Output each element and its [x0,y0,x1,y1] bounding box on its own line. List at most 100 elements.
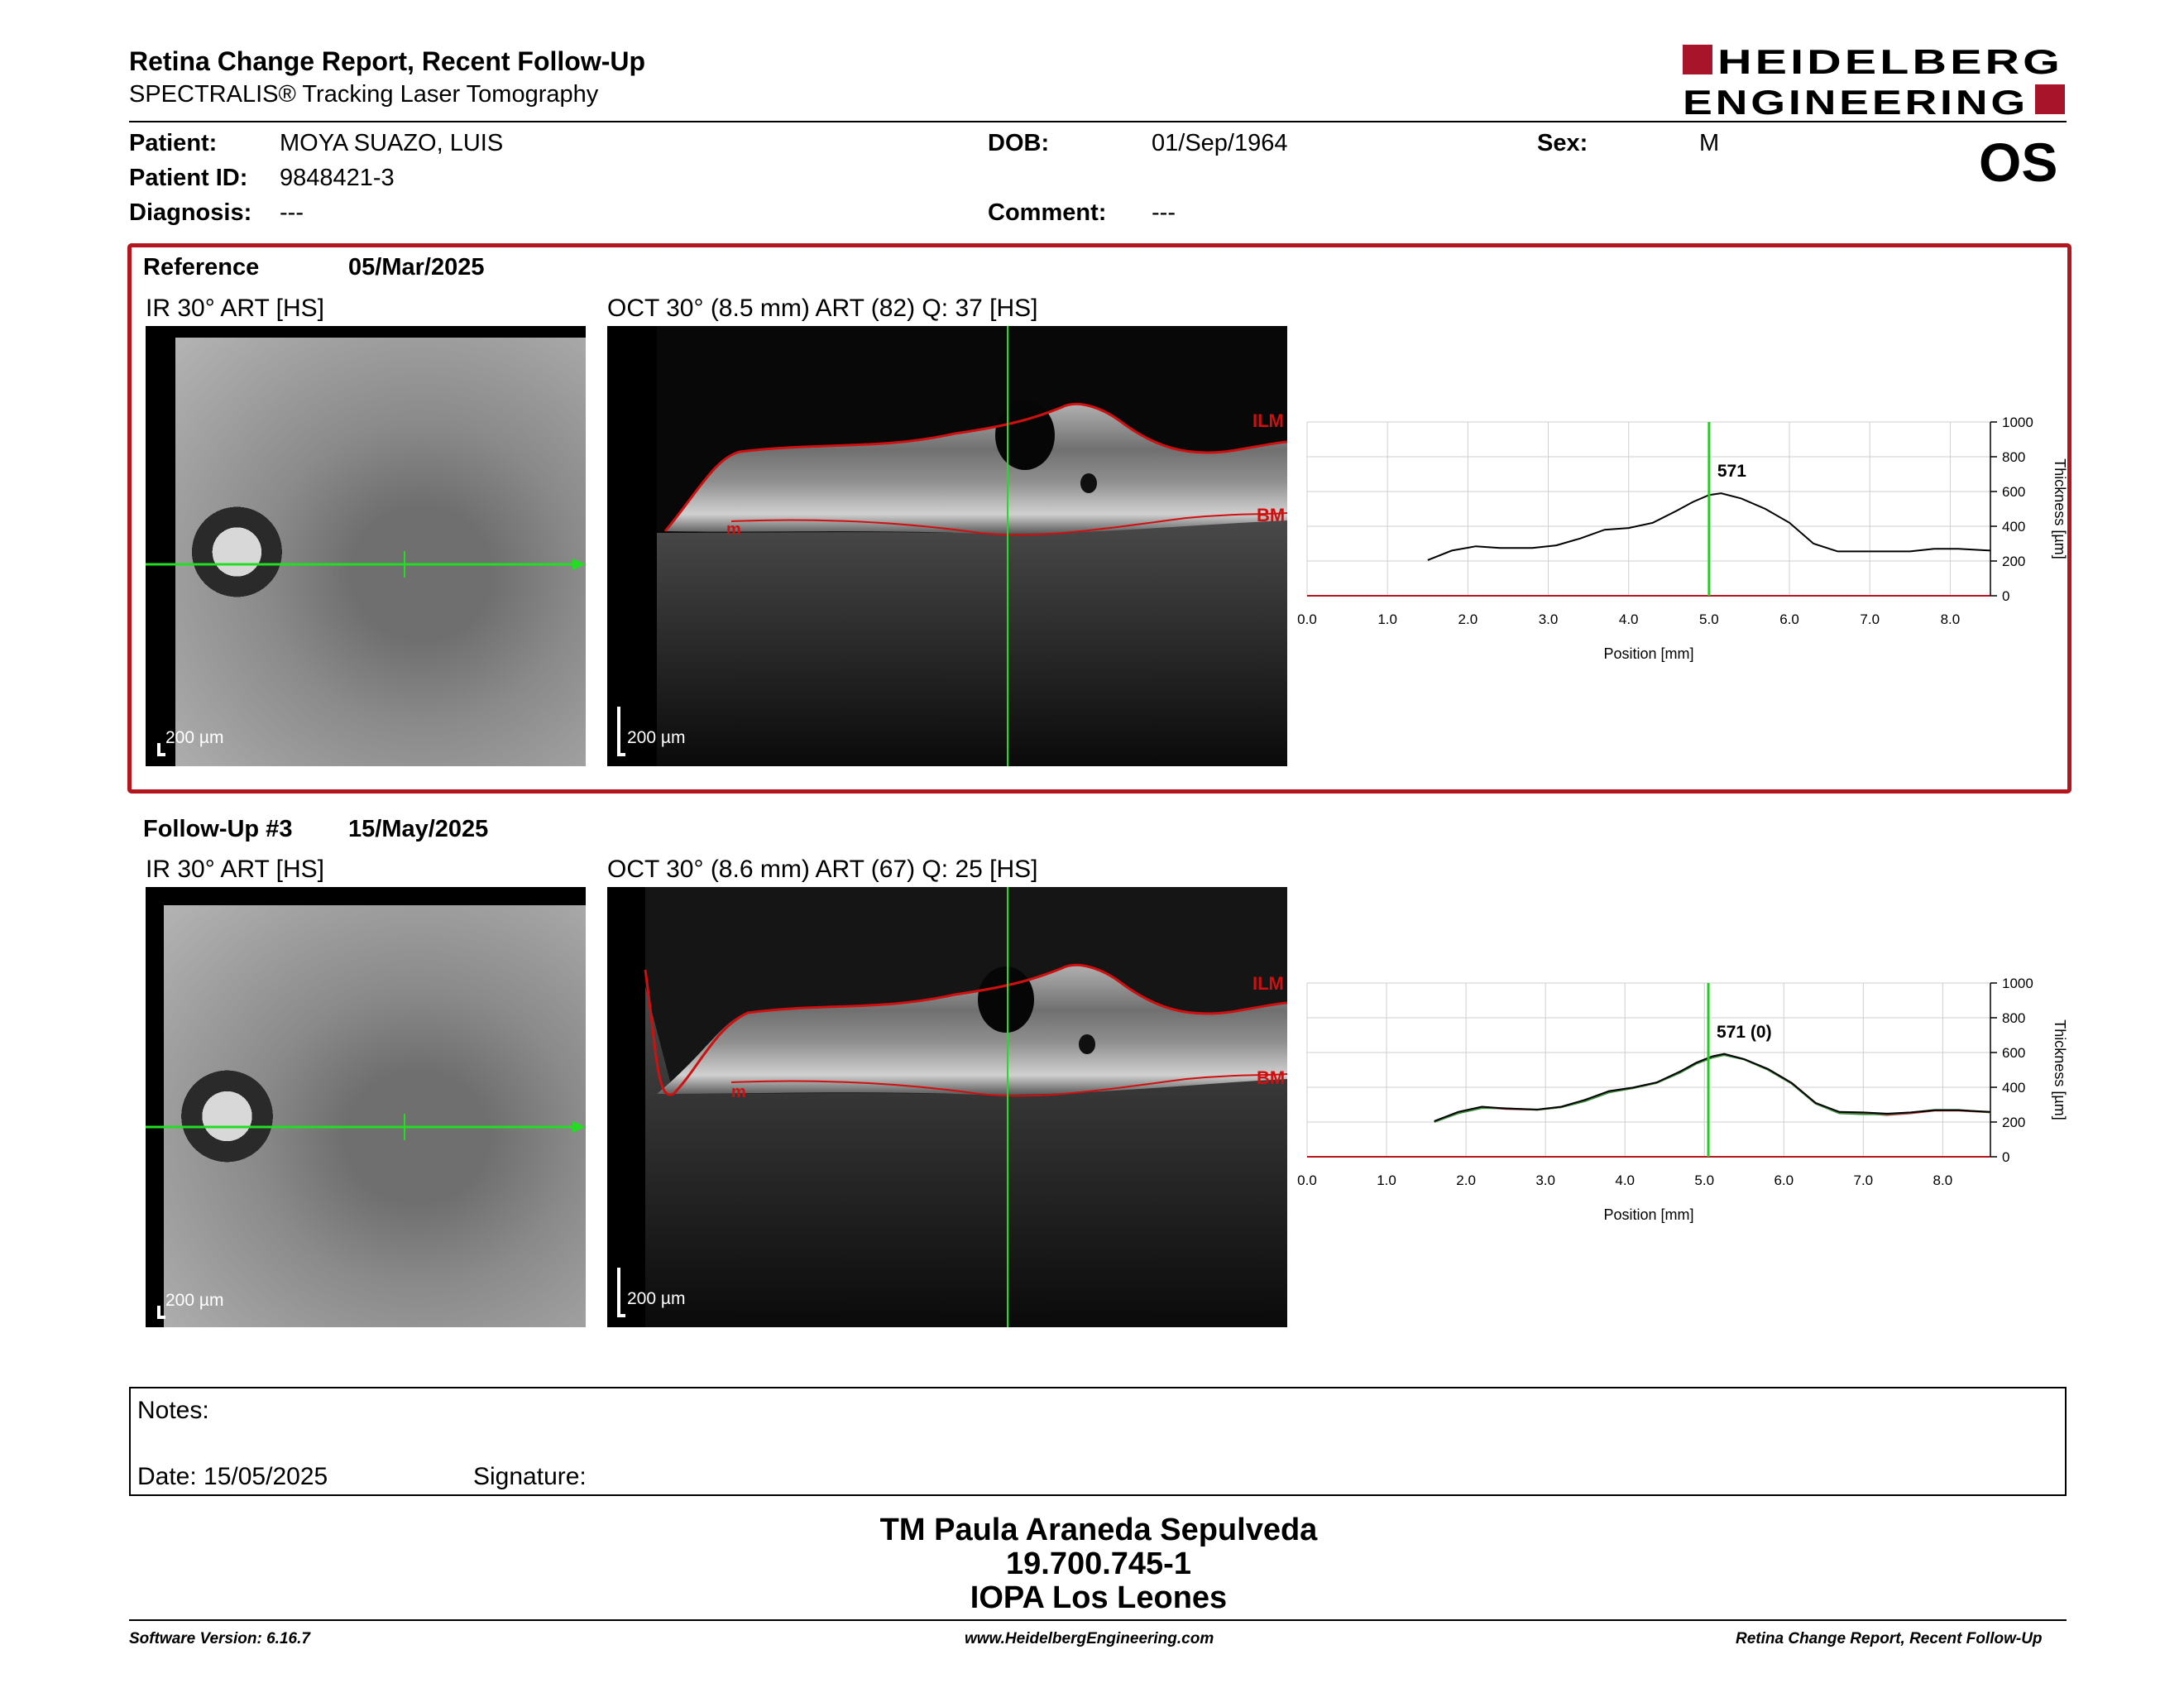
followup-oct-bscan: ILM BM m [644,887,1287,1327]
notes-signature-label: Signature: [473,1463,587,1490]
heidelberg-logo: HEIDELBERG ENGINEERING [1683,43,2065,117]
footer-report-name: Retina Change Report, Recent Follow-Up [1736,1630,2043,1647]
diagnosis-value: --- [280,199,304,226]
eye-indicator: OS [1979,132,2058,193]
followup-ir-scale-label: 200 µm [165,1291,224,1310]
reference-oct-scalebar [617,707,625,756]
x-tick-label: 4.0 [1619,611,1639,627]
report-subtitle: SPECTRALIS® Tracking Laser Tomography [129,81,599,108]
reference-oct-scale-label: 200 µm [627,728,686,747]
x-tick-label: 6.0 [1774,1172,1794,1188]
footer-url[interactable]: www.HeidelbergEngineering.com [965,1630,1214,1647]
dob-label: DOB: [988,130,1050,156]
followup-date: 15/May/2025 [348,816,489,842]
footer-version: Software Version: 6.16.7 [129,1630,310,1647]
signature-clinic: IOPA Los Leones [970,1580,1228,1615]
reference-oct-image[interactable]: ILM BM m 200 µm [607,326,1287,766]
patient-name-label: Patient: [129,130,218,156]
reference-ir-scanline [146,551,586,578]
y-tick-label: 600 [2002,1045,2025,1061]
y-tick-label: 800 [2002,449,2025,465]
y-tick-label: 800 [2002,1010,2025,1026]
thickness-series-2 [1434,1053,1991,1122]
patient-id-label: Patient ID: [129,165,248,191]
x-tick-label: 2.0 [1456,1172,1476,1188]
reference-oct-caption: OCT 30° (8.5 mm) ART (82) Q: 37 [HS] [607,295,1038,322]
x-tick-label: 6.0 [1779,611,1799,627]
reference-oct-bscan: ILM BM m [657,326,1287,766]
followup-bm-label: BM [1257,1067,1285,1088]
x-tick-label: 3.0 [1535,1172,1555,1188]
followup-oct-scalebar [617,1268,625,1317]
notes-date: Date: 15/05/2025 [137,1463,328,1490]
reference-ir-scalebar [157,743,165,756]
diagnosis-label: Diagnosis: [129,199,252,226]
followup-label: Follow-Up #3 [143,816,293,842]
header-rule [129,121,2067,122]
followup-ir-scanline [146,1114,586,1140]
reference-date: 05/Mar/2025 [348,254,485,281]
svg-text:m: m [726,520,741,539]
logo-line2: ENGINEERING [1683,83,2028,117]
x-axis-label: Position [mm] [1603,645,1693,662]
x-tick-label: 5.0 [1694,1172,1714,1188]
y-tick-label: 1000 [2002,415,2033,430]
followup-oct-scale-label: 200 µm [627,1289,686,1308]
followup-oct-image[interactable]: ILM BM m 200 µm [607,887,1287,1327]
followup-ir-caption: IR 30° ART [HS] [146,856,324,883]
thickness-value-label: 571 (0) [1717,1023,1772,1042]
followup-ir-image[interactable]: 200 µm [146,887,586,1327]
reference-ir-scale-label: 200 µm [165,728,224,747]
comment-label: Comment: [988,199,1107,226]
dob-value: 01/Sep/1964 [1152,130,1288,156]
x-tick-label: 0.0 [1297,1172,1317,1188]
x-tick-label: 7.0 [1854,1172,1874,1188]
comment-value: --- [1152,199,1176,226]
x-tick-label: 3.0 [1539,611,1559,627]
reference-ir-caption: IR 30° ART [HS] [146,295,324,322]
sex-value: M [1699,130,1720,156]
x-tick-label: 8.0 [1933,1172,1953,1188]
followup-thickness-chart: 0.0 1.0 2.0 3.0 4.0 5.0 6.0 7.0 8.0 0 200 400 600 800… [1297,976,2068,1223]
y-tick-label: 200 [2002,554,2025,569]
y-tick-label: 1000 [2002,976,2033,991]
report-title: Retina Change Report, Recent Follow-Up [129,46,646,76]
y-axis-label: Thickness [µm] [2052,458,2068,559]
patient-id: 9848421-3 [280,165,395,191]
followup-ilm-label: ILM [1252,973,1284,994]
x-tick-label: 0.0 [1297,611,1317,627]
notes-label: Notes: [137,1397,209,1424]
signature-name: TM Paula Araneda Sepulveda [879,1513,1318,1547]
patient-name: MOYA SUAZO, LUIS [280,130,504,156]
y-tick-label: 400 [2002,519,2025,535]
followup-ir-scalebar [157,1306,165,1319]
logo-line1: HEIDELBERG [1717,43,2063,81]
signature-rut: 19.700.745-1 [1006,1547,1191,1581]
x-tick-label: 2.0 [1458,611,1478,627]
y-tick-label: 0 [2002,1149,2009,1165]
svg-text:m: m [731,1083,746,1101]
x-tick-label: 1.0 [1377,611,1397,627]
x-tick-label: 5.0 [1699,611,1719,627]
y-tick-label: 200 [2002,1115,2025,1130]
x-tick-label: 1.0 [1377,1172,1396,1188]
reference-ir-image[interactable]: 200 µm [146,326,586,766]
x-tick-label: 7.0 [1860,611,1880,627]
x-tick-label: 4.0 [1615,1172,1635,1188]
footer-rule [129,1619,2067,1621]
y-axis-label: Thickness [µm] [2052,1019,2068,1120]
y-tick-label: 400 [2002,1080,2025,1096]
notes-box[interactable]: Notes: Date: 15/05/2025 Signature: [129,1387,2067,1496]
x-tick-label: 8.0 [1941,611,1961,627]
reference-frame [127,243,2071,794]
thickness-value-label: 571 [1717,462,1746,481]
reference-thickness-chart: 0.0 1.0 2.0 3.0 4.0 5.0 6.0 7.0 8.0 0 200 400 600 800… [1297,415,2068,662]
reference-label: Reference [143,254,260,281]
reference-bm-label: BM [1257,505,1285,525]
sex-label: Sex: [1537,130,1588,156]
followup-oct-caption: OCT 30° (8.6 mm) ART (67) Q: 25 [HS] [607,856,1038,883]
x-axis-label: Position [mm] [1603,1206,1693,1223]
reference-ilm-label: ILM [1252,410,1284,431]
y-tick-label: 0 [2002,588,2009,604]
y-tick-label: 600 [2002,484,2025,500]
